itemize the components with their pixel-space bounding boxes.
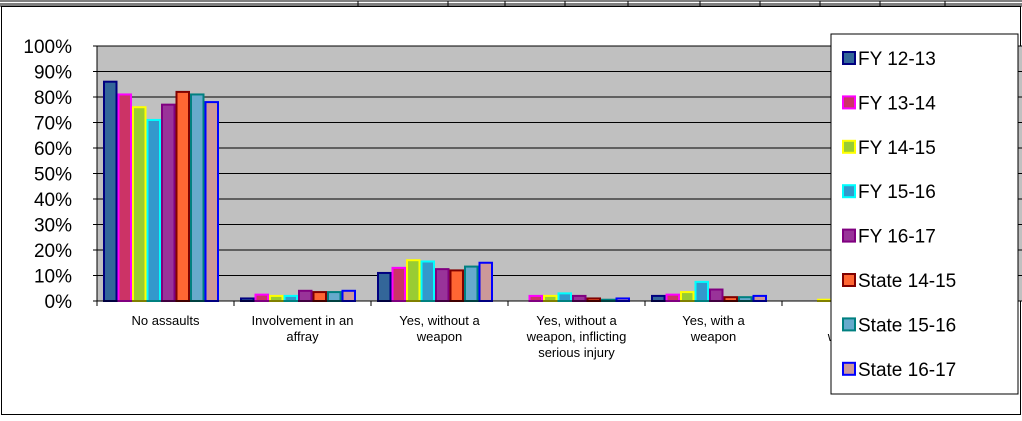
bar <box>298 289 313 302</box>
bar <box>341 289 356 302</box>
x-tick-label: Yes, without a weapon <box>399 313 480 344</box>
legend-swatch <box>842 184 856 199</box>
legend-swatch <box>842 51 856 65</box>
bar <box>464 265 479 303</box>
legend-box <box>830 33 1019 395</box>
legend-swatch <box>842 139 856 154</box>
legend-label: FY 14-15 <box>858 138 936 159</box>
bar <box>752 294 767 302</box>
y-axis: 0% 10% 20% 30% 40% 50% 60% 70% 80% 90% 100% <box>23 37 97 313</box>
bar <box>406 259 421 303</box>
bar <box>132 106 147 302</box>
y-tick-label: 0% <box>45 292 73 313</box>
bar <box>723 296 738 302</box>
bar <box>283 294 298 302</box>
y-tick-label: 70% <box>34 114 72 135</box>
bar <box>478 261 493 302</box>
bar <box>377 271 392 303</box>
legend-label: FY 13-14 <box>858 93 936 114</box>
legend-swatch <box>842 95 856 110</box>
y-tick-label: 100% <box>23 37 72 58</box>
bar <box>190 93 205 302</box>
legend-swatch <box>842 317 856 332</box>
y-tick-label: 50% <box>34 165 72 186</box>
y-tick-label: 40% <box>34 190 72 211</box>
legend-label: FY 12-13 <box>858 49 936 70</box>
legend: FY 12-13 FY 13-14 FY 14-15 FY 15-16 FY 16-17… <box>830 33 1019 395</box>
bar <box>117 93 132 302</box>
x-tick-label: No assaults <box>132 313 200 328</box>
legend-label: FY 15-16 <box>858 182 936 203</box>
legend-swatch <box>842 273 856 287</box>
legend-label: State 16-17 <box>858 360 956 381</box>
y-tick-label: 90% <box>34 63 72 84</box>
header-strip <box>0 0 1022 7</box>
bar <box>572 294 587 302</box>
bar <box>103 80 118 302</box>
legend-label: State 15-16 <box>858 315 956 336</box>
bar <box>312 291 327 303</box>
bar <box>204 101 219 302</box>
legend-swatch <box>842 361 856 376</box>
x-tick-label: Yes, without a weapon, inflicting serious … <box>526 313 627 360</box>
bar <box>391 266 406 303</box>
legend-label: FY 16-17 <box>858 227 936 248</box>
bar <box>694 280 709 302</box>
bar <box>680 291 695 303</box>
bar <box>175 90 190 303</box>
y-tick-label: 10% <box>34 267 72 288</box>
bar <box>146 118 161 302</box>
bar <box>449 269 464 302</box>
bar <box>327 291 342 303</box>
x-tick-label: Involvement in an affray <box>252 313 354 344</box>
bar <box>528 294 543 302</box>
bar <box>254 293 269 302</box>
bar <box>543 294 558 302</box>
y-tick-label: 60% <box>34 139 72 160</box>
y-tick-label: 20% <box>34 241 72 262</box>
bar <box>420 260 435 303</box>
x-tick-label: Yes, with a weapon <box>682 313 745 344</box>
y-tick-label: 80% <box>34 88 72 109</box>
bar <box>651 294 666 302</box>
legend-label: State 14-15 <box>858 271 956 292</box>
bar <box>709 288 724 302</box>
bar <box>435 268 450 302</box>
x-axis: No assaults Involvement in an affray Yes, w… <box>96 300 1022 360</box>
bar <box>557 292 572 303</box>
y-tick-label: 30% <box>34 216 72 237</box>
bar <box>161 103 176 303</box>
legend-swatch <box>842 228 856 243</box>
bar <box>738 296 753 302</box>
bars <box>103 80 832 303</box>
bar <box>665 293 680 302</box>
bar <box>269 294 284 302</box>
